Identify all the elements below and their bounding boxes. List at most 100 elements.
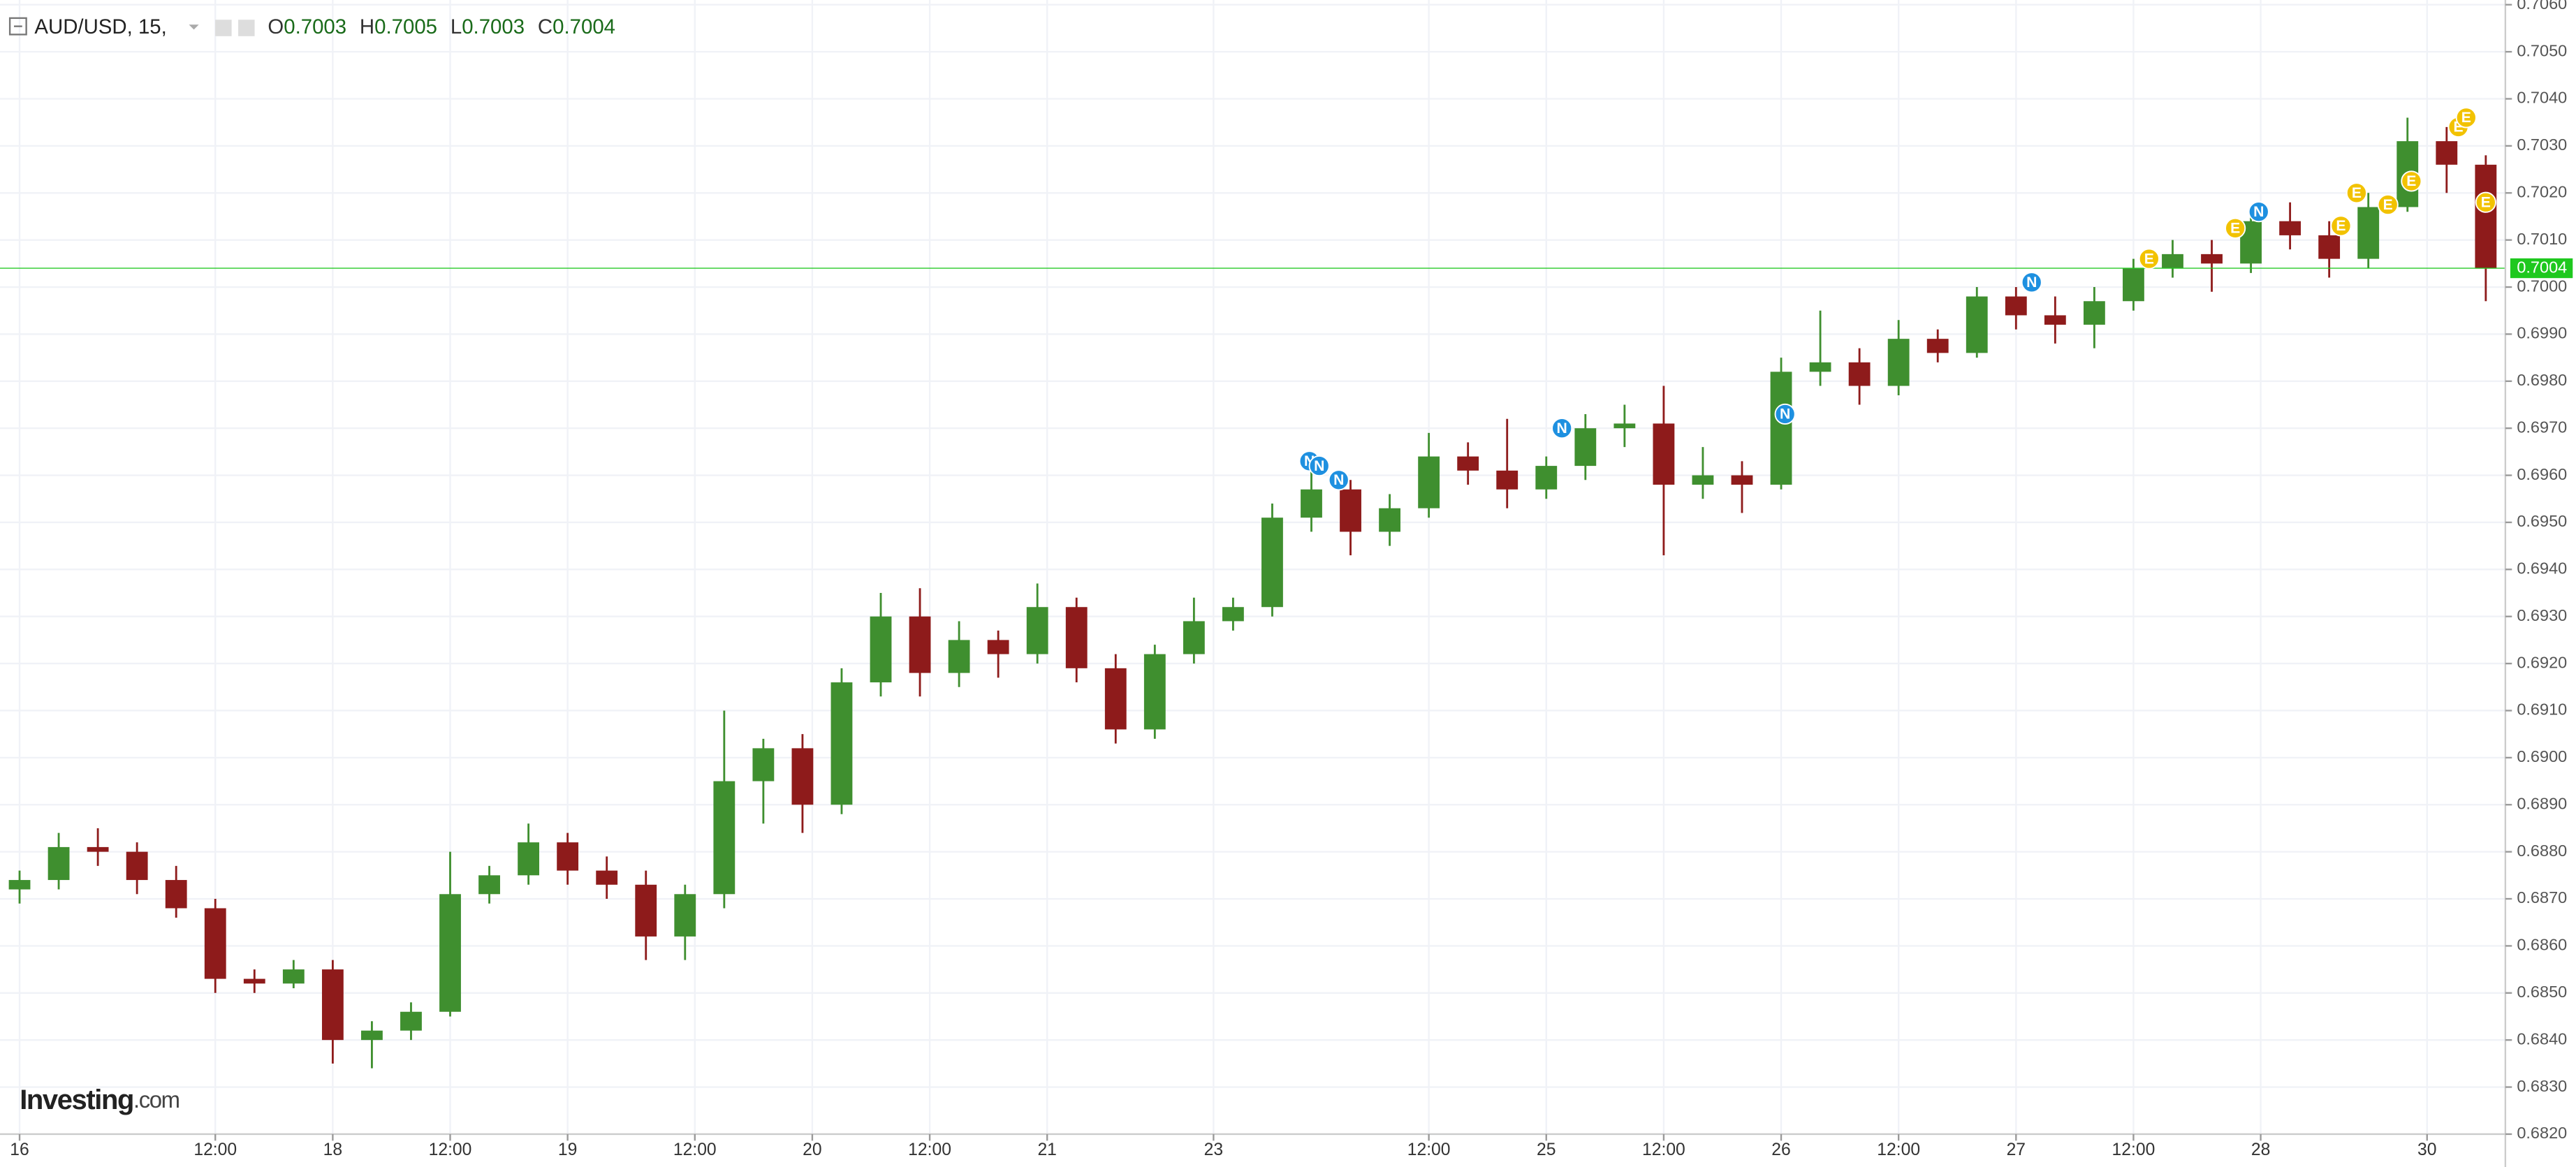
event-marker xyxy=(2225,217,2246,239)
candle-body xyxy=(830,682,853,805)
candle-body xyxy=(1926,339,1949,353)
y-tick-label: 0.6870 xyxy=(2517,888,2567,907)
event-marker xyxy=(2138,248,2160,270)
x-tick-label: 12:00 xyxy=(1642,1140,1685,1159)
candle-body xyxy=(870,616,892,683)
x-tick-label: 21 xyxy=(1037,1140,1056,1159)
candle-body xyxy=(557,842,579,871)
y-tick-label: 0.6840 xyxy=(2517,1029,2567,1048)
x-tick-label: 12:00 xyxy=(673,1140,717,1159)
y-tick-label: 0.6920 xyxy=(2517,653,2567,671)
y-tick-label: 0.6910 xyxy=(2517,700,2567,719)
x-tick-label: 23 xyxy=(1204,1140,1223,1159)
collapse-icon[interactable] xyxy=(8,17,27,36)
candle-body xyxy=(2123,268,2144,302)
y-tick-label: 0.6830 xyxy=(2517,1077,2567,1095)
ohlc-value: 0.7003 xyxy=(284,15,346,38)
y-tick-label: 0.7000 xyxy=(2517,277,2567,295)
logo: Investing.com xyxy=(20,1084,179,1115)
settings-icon[interactable] xyxy=(215,20,232,36)
event-label: E xyxy=(2352,185,2362,201)
event-marker xyxy=(1551,418,1573,439)
candle-body xyxy=(1809,362,1831,372)
event-marker xyxy=(2401,170,2422,192)
candle-body xyxy=(165,880,187,909)
event-marker xyxy=(2021,272,2042,293)
ohlc-value: 0.7005 xyxy=(374,15,437,38)
event-label: E xyxy=(2336,218,2346,234)
event-label: E xyxy=(2461,110,2471,126)
event-label: N xyxy=(1557,420,1567,436)
x-tick-label: 25 xyxy=(1537,1140,1556,1159)
last-price-label: 0.7004 xyxy=(2517,258,2567,276)
candle-body xyxy=(2162,254,2183,269)
candle-body xyxy=(596,870,618,885)
candle-body xyxy=(1261,518,1283,608)
event-label: E xyxy=(2383,197,2393,213)
candle-body xyxy=(8,880,31,890)
y-tick-label: 0.6820 xyxy=(2517,1124,2567,1142)
event-marker xyxy=(1774,403,1796,425)
candle-body xyxy=(439,894,461,1012)
event-label: N xyxy=(2253,204,2264,220)
event-marker xyxy=(2330,215,2352,237)
y-tick-label: 0.7050 xyxy=(2517,41,2567,59)
y-tick-label: 0.6990 xyxy=(2517,324,2567,342)
candle-body xyxy=(1848,362,1871,386)
candle-body xyxy=(2475,164,2497,269)
dropdown-arrow[interactable] xyxy=(189,24,199,30)
candle-body xyxy=(87,846,109,852)
x-tick-label: 18 xyxy=(323,1140,342,1159)
candle-body xyxy=(361,1030,383,1041)
y-tick-label: 0.6890 xyxy=(2517,794,2567,812)
x-tick-label: 28 xyxy=(2251,1140,2270,1159)
x-tick-label: 30 xyxy=(2417,1140,2436,1159)
event-label: E xyxy=(2230,221,2240,237)
candle-body xyxy=(2005,296,2027,316)
candle-body xyxy=(1613,423,1636,429)
event-marker xyxy=(2455,107,2477,129)
candle-body xyxy=(1574,428,1597,467)
candle-body xyxy=(2044,315,2066,325)
candle-body xyxy=(126,851,148,881)
event-label: E xyxy=(2406,173,2416,189)
candle-body xyxy=(282,969,305,984)
logo-name: Investing xyxy=(20,1084,133,1115)
candle-body xyxy=(1770,372,1792,485)
event-label: N xyxy=(2026,274,2037,291)
candle-body xyxy=(987,640,1009,654)
x-tick-label: 12:00 xyxy=(193,1140,237,1159)
event-label: E xyxy=(2481,195,2491,211)
candle-body xyxy=(948,640,970,673)
candle-body xyxy=(1104,668,1127,730)
ohlc-value: 0.7004 xyxy=(552,15,615,38)
event-label: N xyxy=(1333,472,1344,488)
candle-body xyxy=(1887,339,1910,386)
event-label: N xyxy=(1314,458,1324,474)
event-marker xyxy=(1308,455,1330,477)
event-marker xyxy=(1328,469,1349,491)
candle-body xyxy=(1653,423,1675,485)
x-tick-label: 16 xyxy=(10,1140,29,1159)
candle-body xyxy=(1418,456,1440,508)
candle-body xyxy=(1340,489,1361,532)
event-marker xyxy=(2248,201,2269,223)
x-tick-label: 12:00 xyxy=(1877,1140,1920,1159)
candle-body xyxy=(1379,508,1400,532)
candle-body xyxy=(204,908,226,979)
settings-icon[interactable] xyxy=(238,20,255,36)
candle-body xyxy=(1222,607,1244,622)
y-tick-label: 0.6950 xyxy=(2517,512,2567,530)
y-tick-label: 0.6860 xyxy=(2517,936,2567,954)
candle-body xyxy=(752,748,775,781)
candle-body xyxy=(1065,607,1088,668)
ohlc-label: L xyxy=(451,15,462,38)
y-tick-label: 0.6960 xyxy=(2517,465,2567,483)
ohlc-label: O xyxy=(268,15,284,38)
candle-body xyxy=(713,781,736,895)
candle-body xyxy=(1692,475,1714,485)
candle-body xyxy=(1966,296,1988,353)
